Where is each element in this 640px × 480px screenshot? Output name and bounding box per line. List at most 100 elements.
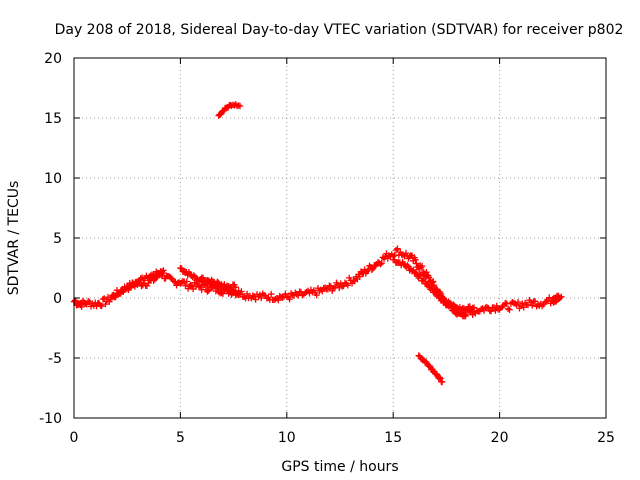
series-end-fragment <box>549 292 565 303</box>
data-point <box>97 302 104 309</box>
data-point <box>418 262 426 270</box>
series-branch-c <box>109 267 167 299</box>
data-point <box>178 265 185 272</box>
data-point <box>338 283 346 290</box>
data-point <box>136 279 143 286</box>
y-tick-label: 15 <box>44 111 62 127</box>
y-tick-label: 10 <box>44 171 62 187</box>
data-point <box>436 374 443 381</box>
data-point <box>275 296 282 304</box>
data-point <box>99 295 107 303</box>
x-tick-label: 25 <box>597 430 615 446</box>
data-point <box>214 278 221 286</box>
data-point <box>509 299 516 306</box>
data-point <box>160 267 167 274</box>
data-point <box>462 312 469 320</box>
data-point <box>313 291 320 299</box>
data-point <box>158 268 166 275</box>
series-branch-e <box>436 293 478 314</box>
data-point <box>208 283 215 290</box>
data-point <box>303 288 310 296</box>
data-point <box>350 276 357 284</box>
data-point <box>506 306 513 313</box>
data-point <box>236 102 244 110</box>
data-point <box>425 274 433 281</box>
data-point <box>267 290 275 298</box>
series-segment-lower <box>415 352 446 386</box>
x-tick-label: 20 <box>491 430 509 446</box>
data-point <box>385 252 393 259</box>
data-point <box>286 295 293 303</box>
x-tick-label: 5 <box>176 430 185 446</box>
data-point <box>272 295 279 303</box>
data-point <box>480 307 488 314</box>
data-point <box>324 286 332 293</box>
data-point <box>493 302 500 310</box>
data-point <box>378 259 385 267</box>
chart-title: Day 208 of 2018, Sidereal Day-to-day VTE… <box>55 22 624 38</box>
data-point <box>330 284 337 292</box>
data-point <box>417 272 425 280</box>
ticks: 0 5 10 15 20 25 -10 -5 0 5 10 15 20 <box>39 51 615 446</box>
data-point <box>117 290 125 297</box>
y-axis-label: SDTVAR / TECUs <box>6 181 22 296</box>
data-point <box>326 282 333 289</box>
data-point <box>470 304 478 311</box>
data-point <box>412 256 419 263</box>
data-point <box>306 290 313 297</box>
data-point <box>204 288 211 295</box>
data-point <box>344 282 352 289</box>
data-point <box>356 273 363 280</box>
series-layer <box>70 101 565 386</box>
y-tick-label: 0 <box>53 291 62 307</box>
x-tick-label: 0 <box>70 430 79 446</box>
data-point <box>232 284 239 291</box>
data-point <box>334 281 342 289</box>
data-point <box>195 282 203 290</box>
data-point <box>504 305 512 312</box>
data-point <box>368 266 376 273</box>
data-point <box>98 302 105 310</box>
data-point <box>531 298 539 305</box>
data-point <box>423 268 430 276</box>
data-point <box>249 292 256 299</box>
data-point <box>187 281 194 289</box>
y-tick-label: 20 <box>44 51 62 67</box>
data-point <box>558 293 565 300</box>
data-point <box>292 289 299 296</box>
data-point <box>241 293 248 301</box>
data-point <box>430 278 437 285</box>
data-point <box>428 283 435 290</box>
data-point <box>228 285 235 292</box>
series-segment-upper <box>215 101 244 119</box>
data-point <box>492 307 499 314</box>
data-point <box>252 296 259 303</box>
data-point <box>102 300 109 308</box>
data-point <box>529 302 536 309</box>
data-point <box>404 262 411 269</box>
data-point <box>183 278 190 285</box>
data-point <box>263 295 271 302</box>
data-point <box>514 298 522 306</box>
data-point <box>233 291 241 298</box>
y-tick-label: 5 <box>53 231 62 247</box>
data-point <box>473 307 481 314</box>
data-point <box>527 299 535 306</box>
data-point <box>84 297 92 305</box>
data-point <box>143 282 151 290</box>
y-tick-label: -5 <box>48 351 62 367</box>
data-point <box>419 277 427 284</box>
data-point <box>363 268 371 275</box>
data-point <box>87 303 95 310</box>
x-axis-label: GPS time / hours <box>281 459 398 475</box>
data-point <box>190 272 197 279</box>
data-point <box>78 299 85 306</box>
data-point <box>483 303 491 311</box>
data-point <box>412 269 419 276</box>
data-point <box>416 271 423 279</box>
grid <box>74 58 606 418</box>
data-point <box>541 298 549 306</box>
data-point <box>438 378 446 386</box>
